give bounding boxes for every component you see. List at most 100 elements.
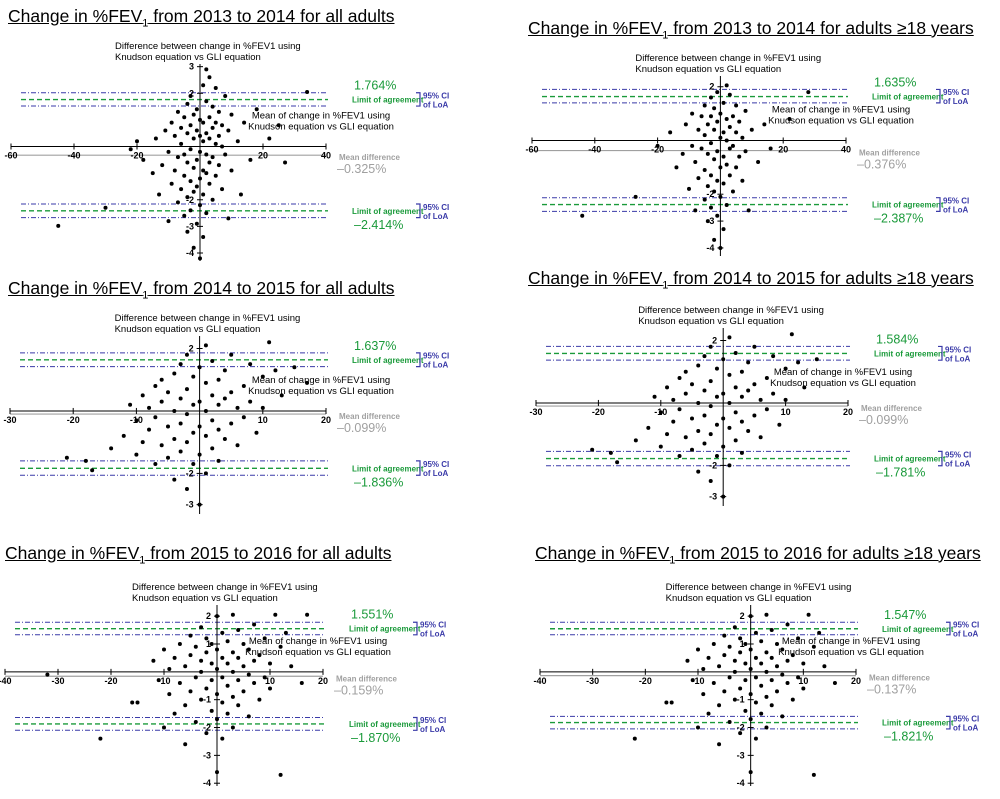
data-point [109,446,114,451]
data-point [753,655,758,660]
data-point [188,179,193,184]
data-point [708,379,713,384]
data-point [220,736,225,741]
data-point [706,711,711,716]
ci-label: 95% CI [953,621,979,630]
data-point [752,344,757,349]
data-point [236,628,241,633]
upper-loa-value: 1.547% [884,608,926,622]
x-tick-label: 40 [321,151,331,161]
data-point [201,139,206,144]
data-point [246,647,251,652]
data-point [134,452,139,457]
data-point [717,703,722,708]
data-point [705,219,710,224]
x-axis-label: Mean of change in %FEV1 using [252,375,390,386]
data-point [669,700,674,705]
lower-loa-label: Limit of agreement [352,464,424,473]
data-point [185,101,190,106]
y-tick-label: -2 [186,468,194,478]
data-point [209,678,214,683]
ci-bracket [416,352,421,368]
upper-loa-value: 1.637% [354,339,396,353]
data-point [727,400,732,405]
ci-label: of LoA [953,724,979,733]
data-point [699,146,704,151]
data-point [236,678,241,683]
y-tick-label: 2 [712,335,717,345]
ci-label: of LoA [945,354,971,363]
data-point [223,93,228,98]
data-point [210,155,215,160]
y-tick-label: -3 [709,492,717,502]
ci-label: of LoA [943,97,969,106]
data-point [215,717,219,722]
data-point [590,447,595,452]
ci-bracket [413,716,418,731]
data-point [752,382,757,387]
data-point [702,168,707,173]
mean-difference-value: –0.099% [337,421,386,435]
chart-title: Change in %FEV1 from 2015 to 2016 for ad… [535,543,981,567]
data-point [715,90,720,95]
data-point [147,405,152,410]
x-tick-label: 10 [258,415,268,425]
ci-label: of LoA [943,206,969,215]
data-point [790,653,795,658]
data-point [732,625,737,630]
data-point [207,136,212,141]
data-point [743,108,748,113]
data-point [712,157,717,162]
data-point [191,112,196,117]
data-point [201,83,206,88]
data-point [252,680,257,685]
ci-bracket [946,621,951,636]
data-point [225,639,230,644]
data-point [790,697,795,702]
data-point [708,173,713,178]
data-point [257,653,262,658]
data-point [696,647,700,652]
chart-title: Change in %FEV1 from 2013 to 2014 for ad… [528,18,974,42]
data-point [153,415,158,420]
x-axis-label: Knudson equation vs GLI equation [248,122,394,133]
data-point [216,377,221,382]
y-tick-label: -3 [186,500,194,510]
data-point [727,372,732,377]
x-axis-label: Knudson equation vs GLI equation [245,647,391,658]
data-point [789,332,794,337]
data-point [739,419,744,424]
bland-altman-plot: Difference between change in %FEV1 using… [3,313,449,514]
data-point [279,393,284,398]
data-point [714,366,719,371]
upper-loa-label: Limit of agreement [349,625,421,634]
data-point [717,664,722,669]
data-point [273,368,278,373]
data-point [699,114,704,119]
data-point [204,152,209,157]
data-point [134,418,139,423]
data-point [671,397,676,402]
data-point [727,719,732,724]
x-tick-label: -60 [525,144,538,154]
data-point [708,404,713,409]
data-point [235,405,240,410]
data-point [299,680,304,685]
lower-loa-value: –1.836% [354,475,403,489]
x-tick-label: -20 [130,151,143,161]
data-point [683,122,688,127]
x-tick-label: -40 [533,676,546,686]
ci-bracket [936,197,941,213]
data-point [162,647,166,652]
data-point [177,641,182,646]
data-point [693,159,698,164]
data-point [236,655,241,660]
data-point [98,736,103,741]
data-point [737,154,742,159]
data-point [135,139,139,144]
data-point [702,103,707,108]
data-point [130,700,135,705]
data-point [734,103,739,108]
data-point [727,92,732,97]
data-point [732,697,737,702]
